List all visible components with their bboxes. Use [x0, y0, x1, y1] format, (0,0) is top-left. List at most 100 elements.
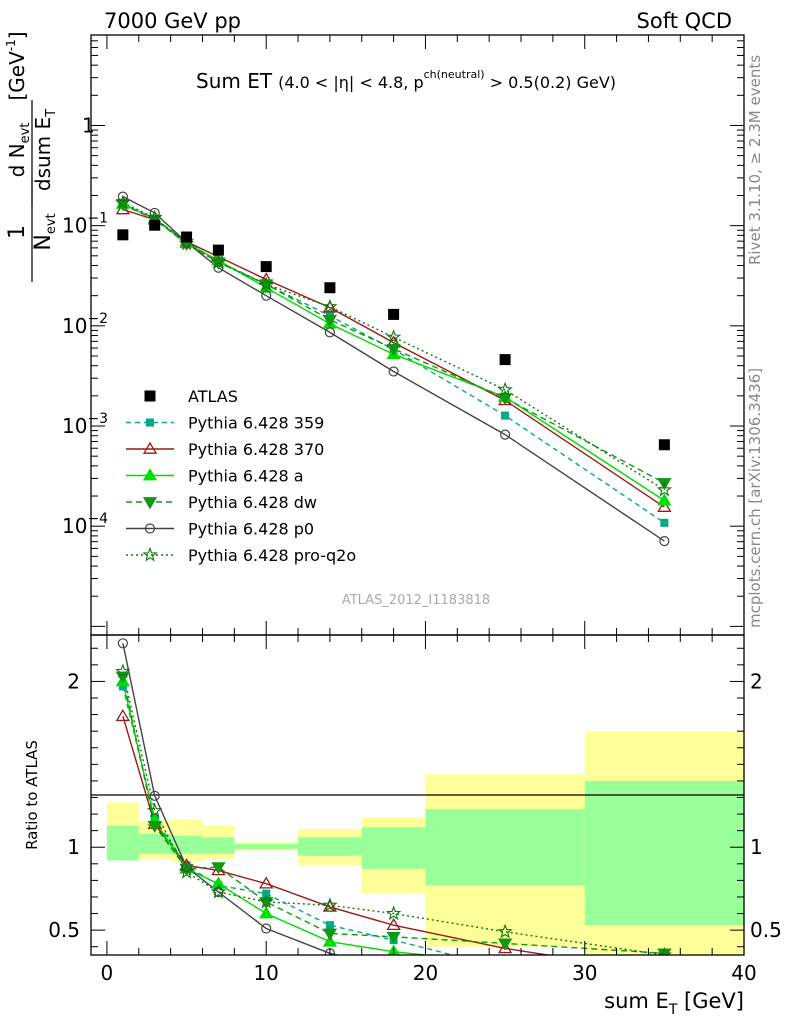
- x-axis-label: sum ET [GeV]: [604, 989, 744, 1018]
- legend-marker-pythia-6-428-a: [142, 468, 158, 481]
- series-point-pythia-6-428-p0: [149, 207, 160, 219]
- ratio-tick-label-right: 2: [750, 669, 763, 693]
- ratio-tick-label-left: 0.5: [48, 918, 80, 942]
- xlabel-sub: T: [668, 1002, 678, 1018]
- series-point-pythia-6-428-359: [501, 411, 510, 420]
- y-tick-label-base: 10: [62, 314, 87, 338]
- ratio-point-pythia-6-428-p0: [261, 923, 272, 934]
- ratio-point-pythia-6-428-370: [259, 876, 274, 889]
- ratio-tick-label-right: 0.5: [750, 918, 782, 942]
- legend-label-pythia-6-428-a: Pythia 6.428 a: [188, 467, 304, 486]
- ratio-line-pythia-6-428-pro-q2o: [122, 671, 665, 955]
- series-point-pythia-6-428-p0: [213, 262, 224, 273]
- y-tick-label-base: 10: [62, 514, 87, 538]
- series-point-pythia-6-428-pro-q2o: [210, 254, 227, 269]
- ylabel-dsum-sub: T: [44, 109, 59, 118]
- atlas-data-point: [117, 229, 129, 241]
- atlas-data-points: [117, 219, 670, 451]
- series-point-pythia-6-428-p0: [324, 327, 336, 338]
- legend-marker-pythia-6-428-370: [142, 441, 158, 454]
- y-tick-label-base: 10: [62, 414, 87, 438]
- ratio-point-pythia-6-428-p0: [181, 862, 192, 873]
- series-point-pythia-6-428-p0: [499, 429, 511, 440]
- ratio-frame: [90, 634, 745, 956]
- ylabel-unit-open: [GeV: [5, 51, 29, 101]
- series-point-pythia-6-428-dw: [386, 343, 401, 357]
- series-point-pythia-6-428-dw: [497, 393, 513, 406]
- ylabel-dn-sub: evt: [18, 123, 33, 144]
- ylabel-unit-sup: -1: [4, 39, 18, 51]
- ylabel-unit: [GeV-1]: [4, 31, 29, 100]
- ylabel-one: 1: [5, 225, 30, 239]
- y-tick-label-base: 1: [82, 113, 95, 137]
- series-point-pythia-6-428-pro-q2o: [385, 329, 402, 344]
- plot-title: Sum ET (4.0 < |η| < 4.8, pch(neutral) > 0…: [196, 68, 616, 93]
- series-point-pythia-6-428-p0: [388, 366, 399, 377]
- series-point-pythia-6-428-pro-q2o: [258, 276, 274, 291]
- legend-marker-pythia-6-428-p0: [144, 523, 156, 534]
- title-part1: (4.0 < |η| < 4.8, p: [278, 73, 424, 92]
- y-tick-label-exp: −3: [87, 411, 108, 427]
- ratio-point-pythia-6-428-pro-q2o: [258, 893, 274, 909]
- legend-label-pythia-6-428-359: Pythia 6.428 359: [188, 414, 324, 433]
- series-point-pythia-6-428-dw: [322, 314, 338, 328]
- y-tick-label: 10−4: [62, 511, 108, 538]
- ratio-point-pythia-6-428-dw: [322, 928, 338, 941]
- legend-label-pythia-6-428-p0: Pythia 6.428 p0: [188, 520, 314, 539]
- analysis-watermark: ATLAS_2012_I1183818: [342, 593, 490, 608]
- ratio-tick-label-left: 1: [67, 835, 80, 859]
- ratio-point-pythia-6-428-pro-q2o: [656, 946, 673, 955]
- ratio-point-pythia-6-428-pro-q2o: [146, 802, 163, 818]
- series-line-pythia-6-428-p0: [122, 195, 665, 542]
- legend-label-atlas: ATLAS: [188, 387, 238, 406]
- header-right: Soft QCD: [637, 9, 732, 33]
- ratio-point-pythia-6-428-pro-q2o: [210, 883, 227, 899]
- ratio-point-pythia-6-428-370: [115, 708, 130, 722]
- ratio-y-label: Ratio to ATLAS: [23, 740, 41, 850]
- ratio-point-pythia-6-428-pro-q2o: [115, 663, 131, 678]
- y-axis-label: 1 Nevt d Nevt dsum ET [GeV-1]: [4, 31, 59, 282]
- legend-symbol-atlas: [144, 390, 156, 402]
- inner-band-bin-1: [138, 833, 171, 854]
- ratio-point-pythia-6-428-pro-q2o: [385, 905, 402, 921]
- ratio-point-pythia-6-428-359: [325, 921, 334, 930]
- atlas-data-point: [658, 439, 670, 451]
- main-axis-ticks: 110−110−210−310−4: [62, 34, 745, 635]
- series-point-pythia-6-428-359: [660, 518, 669, 527]
- rivet-label: Rivet 3.1.10, ≥ 2.3M events: [746, 55, 764, 265]
- ylabel-dn-main: d N: [5, 143, 29, 177]
- legend-marker-pythia-6-428-dw: [142, 497, 158, 510]
- ratio-point-pythia-6-428-dw: [497, 938, 513, 951]
- y-tick-label: 10−2: [62, 311, 108, 338]
- title-sup: ch(neutral): [424, 68, 485, 81]
- series-point-pythia-6-428-p0: [261, 290, 272, 301]
- ratio-point-pythia-6-428-370: [497, 941, 513, 954]
- y-tick-label: 10−3: [62, 411, 108, 438]
- y-tick-label: 10−1: [62, 211, 108, 238]
- ylabel-dn: d Nevt: [5, 123, 33, 178]
- mcplots-label: mcplots.cern.ch [arXiv:1306.3436]: [746, 368, 764, 628]
- atlas-data-point: [324, 282, 336, 294]
- y-tick-label-exp: −4: [87, 511, 108, 527]
- legend-marker-pythia-6-428-pro-q2o: [142, 546, 158, 562]
- series-point-pythia-6-428-pro-q2o: [115, 194, 131, 210]
- ratio-point-pythia-6-428-a: [259, 906, 274, 919]
- series-point-pythia-6-428-pro-q2o: [322, 298, 338, 314]
- atlas-data-point: [260, 261, 272, 273]
- ratio-tick-label-left: 2: [67, 669, 80, 693]
- atlas-data-point: [181, 231, 193, 243]
- x-tick-label: 30: [572, 961, 597, 985]
- main-panel: 110−110−210−310−4: [62, 34, 745, 636]
- atlas-data-point: [499, 354, 511, 366]
- ylabel-dsum-main: dsum E: [31, 117, 55, 191]
- ratio-point-pythia-6-428-pro-q2o: [322, 897, 338, 912]
- uncertainty-bands: [106, 731, 744, 955]
- y-tick-label-exp: −1: [87, 211, 108, 227]
- ratio-tick-label-right: 1: [750, 835, 763, 859]
- atlas-data-point: [149, 219, 161, 231]
- series-point-pythia-6-428-p0: [117, 191, 128, 202]
- ratio-axis-ticks: 2 2 1 1 0.5 0.5 0 10 20 30 40: [48, 635, 782, 985]
- legend-label-pythia-6-428-370: Pythia 6.428 370: [188, 440, 324, 459]
- ratio-point-pythia-6-428-dw: [147, 820, 162, 833]
